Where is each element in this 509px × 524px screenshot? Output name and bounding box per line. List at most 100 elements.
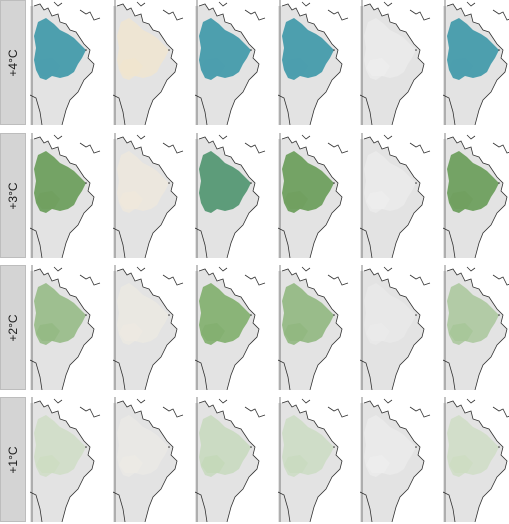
map-svg — [443, 133, 509, 258]
boundary-line — [492, 9, 509, 21]
island-dot — [250, 446, 252, 448]
projection-patch — [36, 58, 60, 76]
map-svg — [30, 133, 101, 258]
map-svg — [195, 397, 266, 522]
map-svg — [30, 0, 101, 125]
projection-patch — [201, 191, 225, 209]
map-panel — [443, 0, 509, 125]
projection-patch — [449, 455, 473, 473]
island-dot — [250, 49, 252, 51]
coastline — [198, 136, 260, 258]
map-svg — [278, 265, 349, 390]
projection-patch — [449, 58, 473, 76]
coastline — [446, 3, 508, 125]
projection-area — [117, 18, 169, 80]
map-svg — [443, 0, 509, 125]
map-svg — [113, 397, 184, 522]
map-panel — [30, 265, 102, 390]
coastline — [116, 400, 178, 522]
map-svg — [113, 265, 184, 390]
projection-patch — [201, 455, 225, 473]
boundary-line — [360, 359, 373, 390]
coastline — [33, 3, 95, 125]
map-panel — [360, 265, 432, 390]
row-label-strip: +4°C — [0, 0, 26, 125]
boundary-line — [218, 398, 228, 404]
boundary-line — [136, 134, 146, 140]
land-area — [113, 401, 177, 522]
projection-area — [34, 283, 86, 345]
boundary-line — [30, 491, 43, 522]
boundary-line — [301, 134, 311, 140]
island-dot — [168, 314, 170, 316]
boundary-line — [53, 266, 63, 272]
map-panel — [360, 397, 432, 522]
boundary-line — [360, 227, 373, 258]
boundary-line — [195, 491, 208, 522]
map-svg — [360, 0, 431, 125]
boundary-line — [162, 406, 184, 418]
coastline — [363, 400, 425, 522]
boundary-line — [113, 94, 126, 125]
map-panel — [195, 397, 267, 522]
boundary-line — [113, 227, 126, 258]
island-dot — [498, 314, 500, 316]
boundary-line — [466, 266, 476, 272]
coastline — [363, 268, 425, 390]
map-panel — [113, 0, 185, 125]
map-svg — [113, 133, 184, 258]
boundary-line — [79, 274, 101, 286]
projection-patch — [119, 455, 143, 473]
island-dot — [498, 446, 500, 448]
coastline — [116, 136, 178, 258]
coastline — [446, 136, 508, 258]
row-label-strip: +3°C — [0, 133, 26, 258]
coastline — [198, 268, 260, 390]
island-dot — [415, 314, 417, 316]
map-panel — [195, 0, 267, 125]
coastline — [33, 268, 95, 390]
boundary-line — [244, 406, 266, 418]
boundary-line — [79, 142, 101, 154]
coastline — [281, 268, 343, 390]
island-dot — [333, 49, 335, 51]
boundary-line — [30, 359, 43, 390]
map-svg — [443, 265, 509, 390]
coastline — [33, 136, 95, 258]
map-panel — [360, 133, 432, 258]
island-dot — [333, 182, 335, 184]
boundary-line — [162, 9, 184, 21]
row-label-strip: +2°C — [0, 265, 26, 390]
projection-area — [34, 415, 86, 477]
boundary-line — [136, 1, 146, 7]
map-svg — [360, 133, 431, 258]
island-dot — [333, 314, 335, 316]
projection-area — [117, 283, 169, 345]
projection-area — [117, 151, 169, 213]
map-panel — [278, 0, 350, 125]
map-panel — [30, 133, 102, 258]
boundary-line — [301, 1, 311, 7]
projection-area — [364, 18, 416, 80]
island-dot — [168, 446, 170, 448]
boundary-line — [383, 134, 393, 140]
boundary-line — [53, 1, 63, 7]
projection-patch — [284, 455, 308, 473]
island-dot — [85, 182, 87, 184]
boundary-line — [136, 266, 146, 272]
boundary-line — [466, 1, 476, 7]
map-panel — [195, 265, 267, 390]
projection-patch — [284, 58, 308, 76]
coastline — [33, 400, 95, 522]
coastline — [446, 268, 508, 390]
boundary-line — [195, 94, 208, 125]
map-panel — [113, 397, 185, 522]
map-panel — [278, 397, 350, 522]
projection-area — [199, 415, 251, 477]
boundary-line — [195, 227, 208, 258]
map-svg — [113, 0, 184, 125]
island-dot — [85, 314, 87, 316]
map-svg — [30, 397, 101, 522]
boundary-line — [244, 9, 266, 21]
boundary-line — [30, 94, 43, 125]
